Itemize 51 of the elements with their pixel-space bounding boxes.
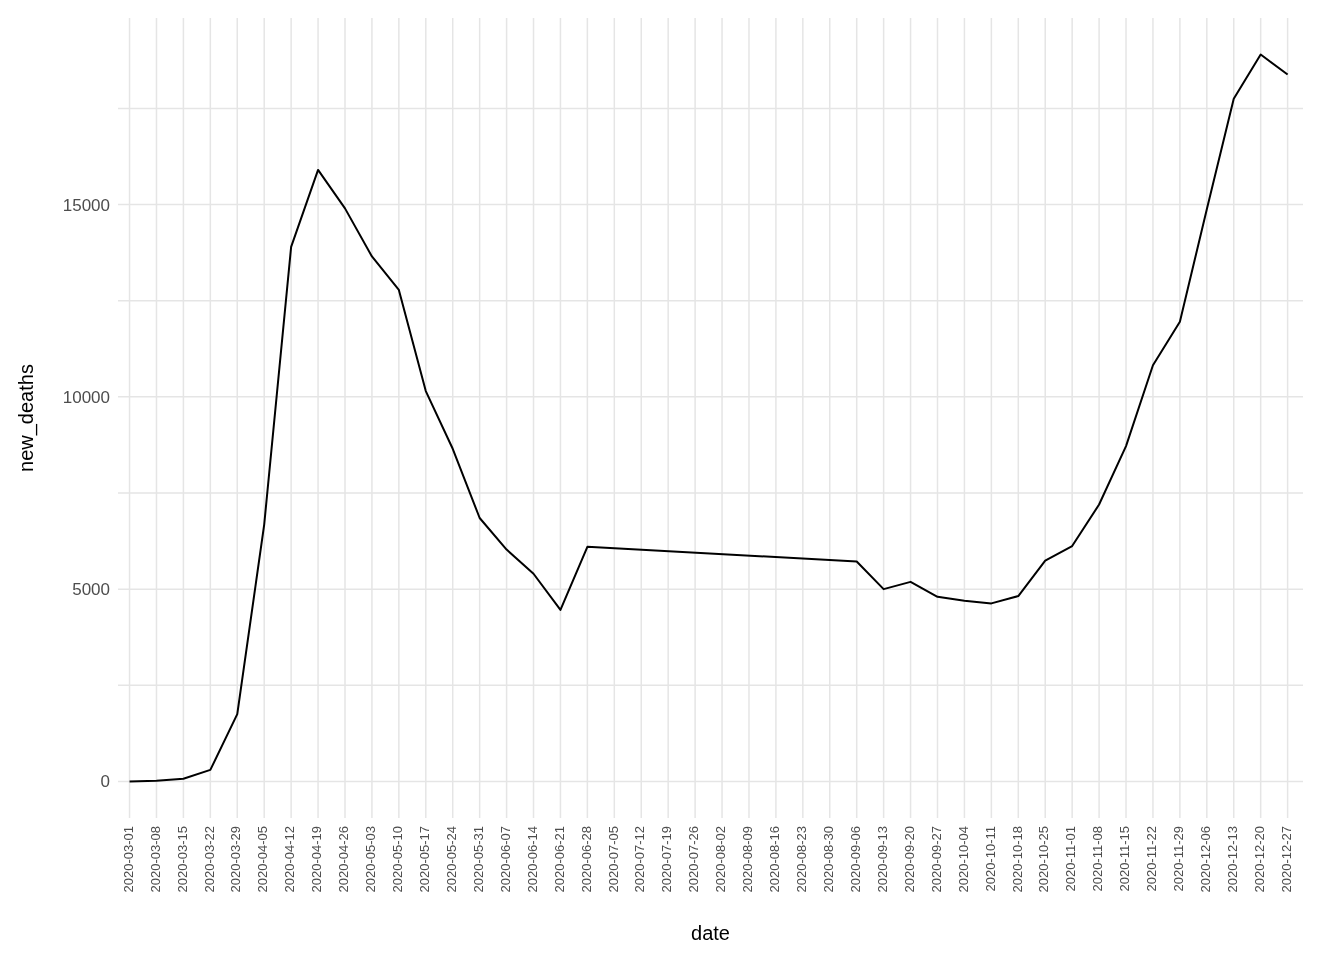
y-tick-label: 5000 bbox=[72, 580, 110, 600]
x-tick-label: 2020-09-06 bbox=[847, 826, 863, 893]
x-tick-label: 2020-08-23 bbox=[794, 826, 810, 893]
x-tick-label: 2020-08-16 bbox=[767, 826, 783, 893]
x-tick-label: 2020-04-19 bbox=[309, 826, 325, 893]
line-series bbox=[128, 53, 1289, 783]
x-tick-label: 2020-09-27 bbox=[928, 826, 944, 893]
x-axis-title: date bbox=[691, 922, 730, 944]
x-tick-label: 2020-03-01 bbox=[120, 826, 136, 893]
y-tick-label: 15000 bbox=[62, 195, 110, 215]
x-tick-label: 2020-12-20 bbox=[1251, 826, 1267, 893]
x-tick-label: 2020-08-30 bbox=[821, 826, 836, 893]
x-tick-label: 2020-05-10 bbox=[390, 826, 406, 893]
x-tick-label: 2020-07-19 bbox=[659, 826, 675, 893]
x-tick-label: 2020-12-13 bbox=[1224, 826, 1240, 893]
x-tick-label: 2020-11-15 bbox=[1117, 826, 1133, 892]
x-tick-label: 2020-07-26 bbox=[686, 826, 702, 893]
x-tick-label: 2020-05-31 bbox=[470, 826, 486, 893]
x-tick-label: 2020-06-14 bbox=[524, 826, 540, 893]
x-tick-label: 2020-04-05 bbox=[255, 826, 271, 893]
x-tick-label: 2020-10-04 bbox=[955, 826, 971, 893]
x-tick-label: 2020-06-07 bbox=[497, 826, 513, 893]
x-tick-label: 2020-11-08 bbox=[1090, 826, 1106, 892]
x-tick-label: 2020-05-17 bbox=[417, 826, 433, 893]
y-axis-title: new_deaths bbox=[15, 364, 39, 472]
x-tick-label: 2020-10-25 bbox=[1036, 826, 1052, 893]
x-tick-label: 2020-10-11 bbox=[982, 826, 998, 892]
x-tick-label: 2020-09-20 bbox=[901, 826, 917, 893]
x-tick-label: 2020-11-01 bbox=[1063, 826, 1079, 892]
x-tick-label: 2020-11-29 bbox=[1171, 826, 1187, 892]
x-tick-label: 2020-03-29 bbox=[228, 826, 244, 893]
x-tick-label: 2020-04-12 bbox=[282, 826, 298, 893]
y-tick-label: 0 bbox=[100, 772, 110, 792]
x-tick-label: 2020-12-27 bbox=[1278, 826, 1294, 893]
y-tick-label: 10000 bbox=[62, 387, 110, 407]
x-tick-label: 2020-05-03 bbox=[363, 826, 379, 893]
x-tick-label: 2020-07-12 bbox=[632, 826, 648, 893]
x-tick-label: 2020-03-22 bbox=[201, 826, 217, 893]
x-tick-label: 2020-07-05 bbox=[605, 826, 621, 893]
x-tick-label: 2020-05-24 bbox=[443, 826, 459, 893]
x-tick-label: 2020-12-06 bbox=[1198, 826, 1214, 893]
x-tick-label: 2020-08-02 bbox=[713, 826, 729, 893]
x-tick-label: 2020-06-28 bbox=[578, 826, 594, 893]
x-tick-label: 2020-04-26 bbox=[336, 826, 352, 893]
x-tick-label: 2020-06-21 bbox=[551, 826, 567, 893]
x-tick-label: 2020-03-15 bbox=[174, 826, 190, 893]
x-tick-label: 2020-03-08 bbox=[147, 826, 163, 893]
x-tick-label: 2020-09-13 bbox=[874, 826, 890, 893]
x-tick-label: 2020-11-22 bbox=[1144, 826, 1160, 892]
x-tick-label: 2020-08-09 bbox=[740, 826, 756, 893]
x-tick-label: 2020-10-18 bbox=[1009, 826, 1025, 893]
